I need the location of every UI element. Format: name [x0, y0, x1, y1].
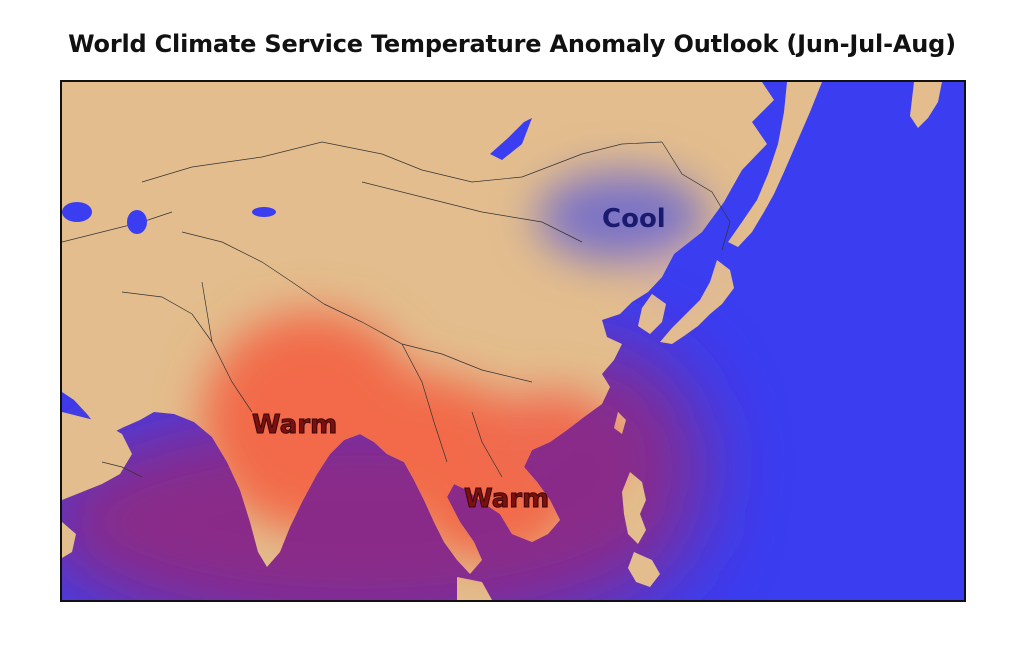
- lakes: [62, 118, 532, 234]
- anomaly-label-warm-india: Warm: [251, 410, 338, 441]
- anomaly-label-warm-southeast-asia: Warm: [463, 484, 550, 515]
- map-title: World Climate Service Temperature Anomal…: [68, 30, 956, 58]
- anomaly-label-cool: Cool: [602, 204, 666, 234]
- country-borders: [62, 141, 731, 478]
- map-canvas: [62, 82, 964, 600]
- anomaly-map: Cool Warm Warm: [60, 80, 966, 602]
